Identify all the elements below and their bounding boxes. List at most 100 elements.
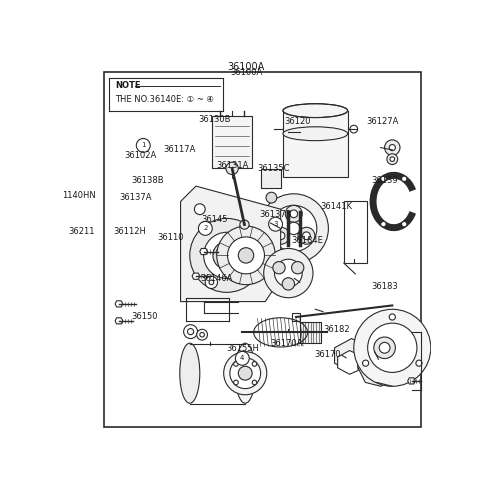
Circle shape (384, 140, 400, 155)
Circle shape (288, 222, 300, 235)
Circle shape (290, 210, 298, 217)
Text: 36182: 36182 (323, 325, 350, 335)
Text: 1140HN: 1140HN (62, 191, 96, 200)
Text: 2: 2 (203, 225, 207, 231)
Circle shape (373, 356, 384, 366)
Circle shape (234, 362, 238, 366)
Circle shape (228, 237, 264, 274)
Circle shape (194, 204, 205, 215)
Text: 36146A: 36146A (200, 274, 233, 283)
Text: 36135C: 36135C (257, 164, 289, 173)
Bar (283, 111, 348, 177)
Circle shape (252, 362, 257, 366)
Text: 36120: 36120 (285, 117, 311, 126)
Circle shape (354, 309, 431, 386)
Circle shape (188, 329, 193, 335)
Text: 36138B: 36138B (132, 176, 164, 185)
Circle shape (234, 380, 238, 385)
Circle shape (275, 259, 302, 287)
Polygon shape (337, 351, 358, 374)
Polygon shape (335, 338, 364, 372)
Text: 36112H: 36112H (113, 227, 146, 236)
Circle shape (190, 218, 264, 292)
Circle shape (416, 360, 422, 366)
Text: 36102A: 36102A (124, 151, 157, 160)
Bar (212, 116, 252, 168)
Circle shape (379, 342, 390, 353)
Text: 36100A: 36100A (230, 68, 262, 77)
Text: 36127A: 36127A (367, 117, 399, 126)
Circle shape (136, 138, 150, 153)
Circle shape (264, 248, 313, 298)
Circle shape (389, 145, 396, 151)
Text: 36110: 36110 (157, 233, 183, 242)
Circle shape (368, 323, 417, 372)
Text: 36155H: 36155H (226, 344, 259, 353)
Circle shape (362, 360, 369, 366)
Ellipse shape (283, 104, 348, 118)
Text: 36130B: 36130B (198, 115, 231, 124)
Text: 36184E: 36184E (291, 236, 323, 246)
Circle shape (291, 262, 304, 274)
Circle shape (238, 247, 254, 263)
Circle shape (266, 192, 277, 203)
Circle shape (205, 276, 217, 288)
Text: 36183: 36183 (371, 282, 398, 291)
Circle shape (230, 358, 261, 389)
Circle shape (224, 352, 267, 395)
Circle shape (235, 351, 249, 365)
Text: 36117A: 36117A (163, 146, 196, 154)
Polygon shape (115, 301, 123, 307)
Circle shape (302, 232, 310, 240)
Circle shape (273, 227, 289, 244)
Circle shape (402, 221, 407, 227)
Ellipse shape (283, 127, 348, 141)
Polygon shape (408, 378, 415, 384)
Text: 4: 4 (240, 355, 244, 361)
Text: 36170: 36170 (314, 350, 341, 359)
Bar (300, 322, 322, 343)
Text: 36100A: 36100A (228, 62, 264, 72)
Polygon shape (200, 248, 207, 255)
Circle shape (269, 217, 283, 231)
Text: 36211: 36211 (68, 227, 95, 236)
Text: 3: 3 (273, 221, 278, 227)
Circle shape (259, 194, 328, 263)
Bar (262, 169, 281, 188)
Circle shape (381, 221, 386, 227)
Circle shape (238, 366, 252, 380)
Circle shape (389, 314, 396, 320)
Text: 36150: 36150 (131, 312, 157, 321)
Ellipse shape (235, 343, 255, 403)
Text: THE NO.36140E: ① ~ ④: THE NO.36140E: ① ~ ④ (115, 95, 214, 104)
Polygon shape (180, 186, 281, 302)
Circle shape (226, 162, 238, 175)
Text: 36141K: 36141K (321, 202, 352, 211)
Circle shape (387, 154, 398, 164)
Text: 36139: 36139 (372, 176, 398, 185)
Circle shape (390, 157, 395, 161)
Circle shape (298, 227, 315, 244)
Text: 36131A: 36131A (216, 160, 249, 170)
Circle shape (271, 205, 317, 251)
Text: 36137B: 36137B (259, 210, 292, 219)
Polygon shape (115, 318, 123, 324)
Circle shape (374, 337, 396, 359)
Bar (104, 72, 421, 427)
Circle shape (198, 221, 212, 235)
Circle shape (184, 325, 197, 338)
Text: 36170A: 36170A (270, 338, 303, 348)
Circle shape (285, 205, 302, 222)
Text: 36137A: 36137A (119, 193, 151, 202)
Circle shape (282, 277, 295, 290)
Polygon shape (358, 336, 400, 386)
Circle shape (252, 380, 257, 385)
Circle shape (402, 176, 407, 182)
Circle shape (213, 242, 240, 269)
Text: 1: 1 (141, 142, 145, 149)
Text: 36145: 36145 (201, 215, 228, 224)
Circle shape (197, 329, 207, 340)
Circle shape (204, 232, 250, 278)
Circle shape (273, 262, 285, 274)
Text: NOTE: NOTE (115, 82, 141, 91)
